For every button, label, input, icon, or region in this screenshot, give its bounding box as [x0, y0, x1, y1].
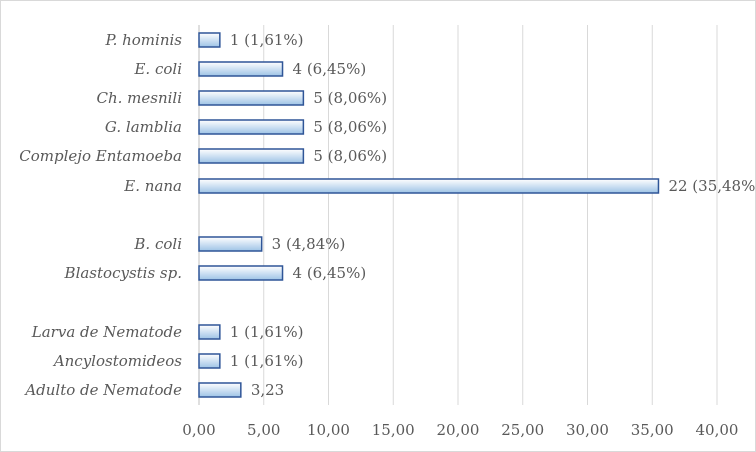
bar	[198, 324, 221, 340]
x-tick-label: 40,00	[696, 421, 739, 439]
bar	[198, 382, 242, 398]
data-label: 3 (4,84%)	[272, 235, 346, 253]
bar	[198, 148, 305, 164]
x-tick-label: 0,00	[182, 421, 215, 439]
x-axis-tick-labels: 0,00 5,00 10,00 15,00 20,00 25,00 30,00 35,00 40…	[182, 421, 738, 439]
bar	[198, 236, 263, 252]
category-label: G. lamblia	[105, 118, 182, 136]
data-label: 3,23	[251, 381, 284, 399]
data-label: 4 (6,45%)	[293, 264, 367, 282]
category-label: B. coli	[133, 235, 182, 253]
bar	[198, 90, 305, 106]
bar	[198, 353, 221, 369]
category-label: Ancylostomideos	[52, 352, 182, 370]
category-label: Larva de Nematode	[31, 323, 182, 341]
bar	[198, 265, 284, 281]
x-tick-label: 5,00	[247, 421, 280, 439]
grid-layer	[198, 25, 718, 405]
data-label: 1 (1,61%)	[230, 352, 304, 370]
data-label: 1 (1,61%)	[230, 323, 304, 341]
category-label: Ch. mesnili	[96, 89, 182, 107]
x-tick-label: 35,00	[631, 421, 674, 439]
bar-layer	[198, 32, 660, 398]
x-tick-label: 25,00	[501, 421, 544, 439]
category-label: E. coli	[133, 60, 182, 78]
data-label: 5 (8,06%)	[313, 118, 387, 136]
bar	[198, 32, 221, 48]
data-label: 5 (8,06%)	[313, 147, 387, 165]
category-label: Complejo Entamoeba	[19, 147, 182, 165]
category-label: Blastocystis sp.	[64, 264, 182, 282]
category-labels: P. hominis E. coli Ch. mesnili G. lamblia Co…	[19, 31, 182, 399]
data-label: 4 (6,45%)	[293, 60, 367, 78]
x-tick-label: 10,00	[307, 421, 350, 439]
data-label: 22 (35,48%)	[668, 177, 755, 195]
data-label: 1 (1,61%)	[230, 31, 304, 49]
x-tick-label: 20,00	[437, 421, 480, 439]
category-label: E. nana	[123, 177, 182, 195]
category-label: P. hominis	[105, 31, 183, 49]
data-labels: 1 (1,61%) 4 (6,45%) 5 (8,06%) 5 (8,06%) 5 (8…	[230, 31, 755, 399]
x-tick-label: 15,00	[372, 421, 415, 439]
bar	[198, 119, 305, 135]
bar	[198, 61, 284, 77]
bar	[198, 178, 660, 194]
data-label: 5 (8,06%)	[313, 89, 387, 107]
category-label: Adulto de Nematode	[23, 381, 182, 399]
x-tick-label: 30,00	[566, 421, 609, 439]
